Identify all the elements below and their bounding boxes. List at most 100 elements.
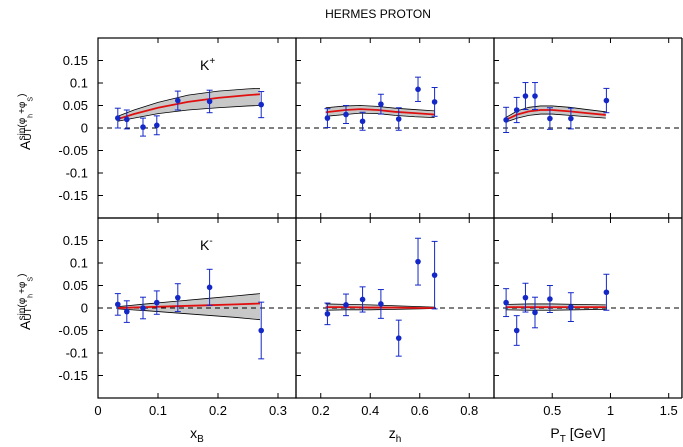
y-axis-label-part: A (17, 320, 33, 330)
y-tick-label: 0.05 (63, 98, 88, 113)
y-axis-label-part: sin(φ (17, 297, 28, 320)
panel-r1-c0 (98, 268, 296, 360)
data-point (395, 335, 402, 341)
data-point (568, 115, 574, 122)
data-point (324, 311, 331, 317)
data-point (175, 294, 181, 301)
data-point (532, 93, 538, 99)
y-axis-label-part: A (17, 140, 33, 150)
data-point (547, 296, 553, 302)
x-axis-label: PT [GeV] (550, 425, 605, 445)
y-axis-label-part: +φ (17, 101, 28, 114)
model-curve (117, 93, 261, 120)
panel-r1-c2 (494, 273, 683, 346)
data-point (324, 115, 331, 121)
y-axis-label-part: h (27, 114, 34, 118)
y-axis-label: AUTsin(φh+φS) (17, 94, 34, 150)
data-point (115, 115, 121, 121)
data-point (175, 97, 181, 104)
y-axis-label-part: S (27, 277, 34, 282)
uncertainty-band (325, 105, 435, 118)
y-tick-label: 0 (81, 301, 88, 316)
data-point (258, 327, 265, 334)
band-edge-lower (117, 105, 261, 122)
data-point (603, 289, 610, 296)
data-point (431, 272, 438, 278)
data-point (258, 101, 265, 108)
y-tick-label: 0.1 (70, 256, 88, 271)
x-axis-label-main: P (550, 425, 559, 441)
x-tick-label: 0.6 (411, 403, 429, 418)
y-axis-label-part: UT (23, 127, 34, 140)
plot-area: 0.150.10.050-0.05-0.1-0.15AUTsin(φh+φS)0… (17, 0, 683, 447)
data-point (603, 97, 610, 104)
y-axis-label-part: S (27, 97, 34, 102)
data-point (124, 308, 130, 315)
x-axis-label-main: z (389, 425, 396, 441)
x-tick-label: 1.5 (660, 403, 678, 418)
x-axis-label-sub: T (560, 434, 566, 445)
data-point (359, 118, 366, 125)
x-tick-label: 0.4 (361, 403, 379, 418)
y-tick-label: 0.15 (63, 233, 88, 248)
data-point (415, 86, 421, 93)
data-point (513, 327, 520, 334)
x-axis-label: xB (190, 425, 204, 445)
particle-label: K- (200, 236, 213, 253)
particle-label-main: K (200, 237, 210, 253)
data-point (206, 284, 213, 291)
data-point (115, 301, 121, 308)
panel-r0-c1 (296, 76, 494, 131)
model-curve (325, 306, 435, 309)
x-tick-label: 0 (94, 403, 101, 418)
band-edge-lower (505, 308, 606, 311)
particle-label-charge: - (209, 236, 212, 247)
panel-r0-c2 (494, 82, 683, 133)
y-tick-label: -0.1 (66, 346, 88, 361)
data-point (547, 115, 553, 122)
data-point (503, 117, 509, 123)
x-tick-label: 0.3 (269, 403, 287, 418)
data-point (124, 116, 130, 123)
data-point (154, 299, 160, 306)
x-tick-label: 0.2 (209, 403, 227, 418)
y-tick-label: 0.1 (70, 76, 88, 91)
x-axis-label-unit: [GeV] (566, 425, 606, 441)
x-axis-label-main: x (190, 425, 197, 441)
data-point (395, 116, 402, 122)
x-tick-label: 0.8 (460, 403, 478, 418)
model-curve (505, 109, 606, 121)
y-tick-label: -0.1 (66, 166, 88, 181)
band-edge-lower (505, 113, 606, 123)
particle-label: K+ (200, 56, 215, 73)
data-point (431, 99, 438, 105)
particle-label-main: K (200, 57, 210, 73)
data-point (522, 294, 529, 301)
x-tick-label: 0.1 (149, 403, 167, 418)
figure-title: HERMES PROTON (325, 7, 431, 21)
x-axis-label: zh (389, 425, 402, 445)
data-point (568, 304, 574, 310)
data-point (343, 302, 349, 308)
uncertainty-band (117, 88, 260, 122)
data-point (503, 299, 509, 306)
y-axis-label-part: ) (17, 274, 28, 277)
data-point (513, 107, 520, 113)
y-axis-label: AUTsin(φh+φS) (17, 274, 34, 330)
data-point (359, 296, 366, 303)
data-point (415, 258, 421, 265)
x-axis-label-sub: B (197, 434, 204, 445)
band-edge-upper (505, 303, 606, 306)
x-axis-label-sub: h (396, 434, 402, 445)
y-tick-label: -0.15 (58, 368, 88, 383)
y-tick-label: 0.05 (63, 278, 88, 293)
y-axis-label-part: +φ (17, 281, 28, 294)
y-tick-label: -0.05 (58, 323, 88, 338)
x-tick-label: 0.5 (543, 403, 561, 418)
data-point (140, 305, 146, 311)
y-tick-label: 0.15 (63, 53, 88, 68)
y-tick-label: 0 (81, 121, 88, 136)
particle-label-charge: + (209, 56, 215, 67)
band-edge-upper (117, 293, 261, 308)
